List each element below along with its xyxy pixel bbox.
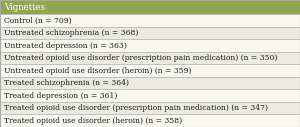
Text: Treated schizophrenia (n = 364): Treated schizophrenia (n = 364) <box>4 79 129 87</box>
Bar <box>0 52 300 64</box>
Bar <box>0 114 300 127</box>
Text: Untreated depression (n = 363): Untreated depression (n = 363) <box>4 42 127 50</box>
Text: Treated depression (n = 361): Treated depression (n = 361) <box>4 92 117 100</box>
Bar <box>0 27 300 39</box>
Text: Treated opioid use disorder (heroin) (n = 358): Treated opioid use disorder (heroin) (n … <box>4 117 182 125</box>
Text: Vignettes: Vignettes <box>4 3 45 12</box>
Text: Treated opioid use disorder (prescription pain medication) (n = 347): Treated opioid use disorder (prescriptio… <box>4 104 268 112</box>
Bar <box>0 39 300 52</box>
Bar <box>0 0 300 14</box>
Bar <box>0 64 300 77</box>
Text: Untreated opioid use disorder (heroin) (n = 359): Untreated opioid use disorder (heroin) (… <box>4 67 191 75</box>
Bar <box>0 14 300 27</box>
Text: Untreated schizophrenia (n = 368): Untreated schizophrenia (n = 368) <box>4 29 138 37</box>
Bar <box>0 89 300 102</box>
Bar <box>0 102 300 114</box>
Text: Control (n = 709): Control (n = 709) <box>4 17 71 25</box>
Bar <box>0 77 300 89</box>
Text: Untreated opioid use disorder (prescription pain medication) (n = 350): Untreated opioid use disorder (prescript… <box>4 54 277 62</box>
